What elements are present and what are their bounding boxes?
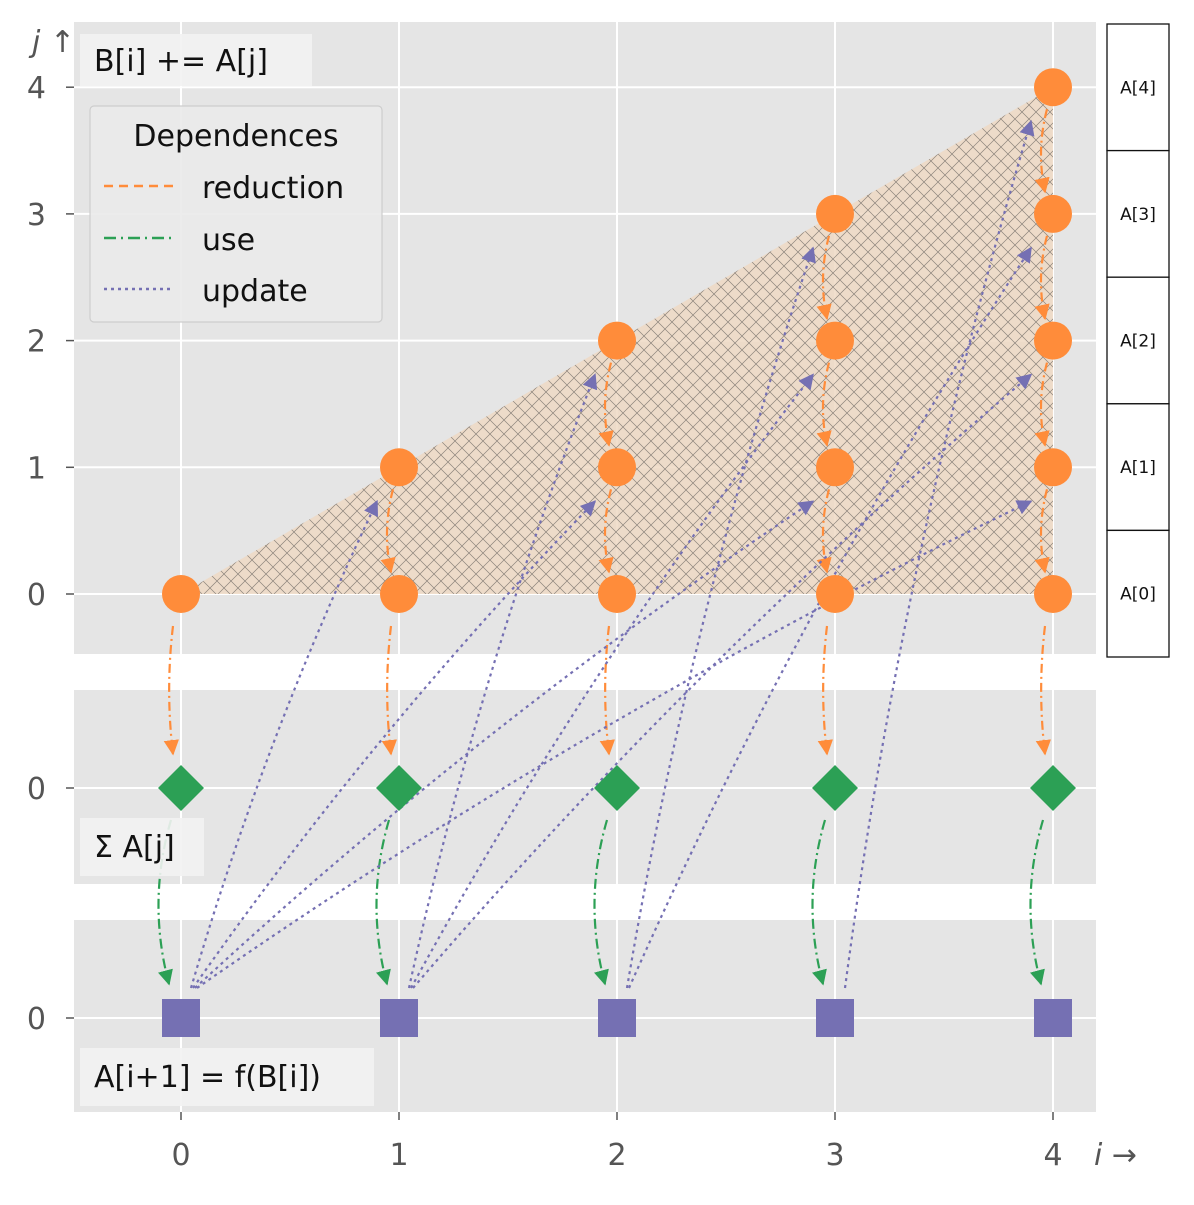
y-tick-label-top-1: 1 (27, 451, 46, 486)
reduction-point-4-4 (1034, 68, 1072, 107)
array-cell-0 (1106, 23, 1170, 152)
reduction-point-0-0 (162, 575, 200, 613)
reduction-point-1-1 (380, 448, 418, 487)
reduction-arrow-3-2 (816, 362, 832, 447)
y-tick-label-middle: 0 (27, 772, 46, 807)
y-tick-label-top-2: 2 (27, 325, 46, 360)
array-cell-label-3: A[1] (1120, 458, 1156, 478)
reduction-point-4-3 (1034, 194, 1072, 233)
reduction-point-2-1 (598, 448, 636, 487)
update-arrow-0-3 (194, 500, 815, 989)
array-cell-4 (1106, 529, 1170, 658)
array-cell-3 (1106, 403, 1170, 532)
reduction-arrow-1-1 (380, 489, 396, 574)
legend-label-reduction: reduction (202, 171, 344, 206)
top-panel-label-text: B[i] += A[j] (94, 44, 268, 79)
reduction-arrow-4-sum (1035, 625, 1051, 756)
top-panel-label: B[i] += A[j] (80, 34, 312, 86)
reduction-point-4-0 (1034, 575, 1072, 613)
reduction-point-2-0 (598, 575, 636, 613)
update-square-0 (162, 999, 200, 1037)
reduction-arrow-2-sum (599, 625, 615, 756)
reduction-arrow-4-1 (1034, 489, 1050, 574)
reduction-arrow-4-2 (1034, 362, 1050, 447)
reduction-arrow-3-sum (817, 625, 833, 756)
update-square-1 (380, 999, 418, 1037)
update-arrow-2-4 (627, 246, 1032, 989)
bottom-panel-label: A[i+1] = f(B[i]) (80, 1048, 374, 1106)
y-tick-label-bottom: 0 (27, 1002, 46, 1037)
middle-panel-label-text: Σ A[j] (94, 830, 175, 865)
dependence-arrows (157, 108, 1051, 989)
x-tick-label-1: 1 (389, 1138, 408, 1173)
use-arrow-1 (375, 819, 391, 986)
reduction-arrow-2-1 (598, 489, 614, 574)
array-cell-2 (1106, 276, 1170, 405)
axis-ticks: 0 1 2 3 4 0 1 2 3 4 0 0 (27, 71, 1063, 1173)
middle-panel-label: Σ A[j] (80, 818, 204, 876)
reduction-point-3-0 (816, 575, 854, 613)
use-arrow-4 (1029, 819, 1045, 986)
y-tick-label-top-0: 0 (27, 578, 46, 613)
reduction-point-3-3 (816, 194, 854, 233)
reduction-point-1-0 (380, 575, 418, 613)
reduction-point-4-2 (1034, 321, 1072, 360)
sum-diamond-2 (594, 765, 640, 811)
reduction-arrow-3-1 (816, 489, 832, 574)
legend-box (89, 105, 383, 323)
legend-title: Dependences (133, 119, 338, 154)
reduction-point-3-2 (816, 321, 854, 360)
array-cell-1 (1106, 149, 1170, 278)
array-cell-label-4: A[0] (1120, 585, 1156, 605)
reduction-arrow-4-4 (1034, 108, 1050, 194)
sum-diamond-4 (1030, 765, 1076, 811)
use-arrow-3 (811, 819, 827, 986)
legend-label-update: update (202, 274, 308, 309)
sum-diamond-3 (812, 765, 858, 811)
x-tick-label-0: 0 (171, 1138, 190, 1173)
update-square-4 (1034, 999, 1072, 1037)
reduction-point-4-1 (1034, 448, 1072, 487)
reduction-point-3-1 (816, 448, 854, 487)
reduction-point-2-2 (598, 321, 636, 360)
sum-diamond-1 (376, 765, 422, 811)
update-arrow-0-1 (189, 499, 378, 989)
x-axis-label: i → (1094, 1138, 1137, 1173)
x-tick-label-2: 2 (607, 1138, 626, 1173)
update-arrow-1-3 (410, 373, 814, 989)
update-arrow-1-4 (412, 373, 1033, 989)
sum-diamond-0 (158, 765, 204, 811)
use-arrow-0 (157, 819, 173, 986)
y-tick-label-top-3: 3 (27, 198, 46, 233)
x-tick-label-4: 4 (1043, 1138, 1062, 1173)
update-square-2 (598, 999, 636, 1037)
legend: Dependences reduction use update (89, 105, 383, 323)
reduction-arrow-0-sum (163, 625, 179, 756)
reduction-arrow-4-3 (1034, 235, 1050, 321)
bottom-panel-label-text: A[i+1] = f(B[i]) (94, 1060, 321, 1095)
reduction-arrow-3-3 (816, 235, 832, 321)
update-arrow-3-4 (843, 119, 1035, 989)
array-cell-label-0: A[4] (1120, 78, 1156, 98)
use-arrow-2 (593, 819, 609, 986)
update-arrow-0-2 (192, 500, 597, 989)
reduction-arrow-2-2 (598, 362, 614, 447)
update-square-3 (816, 999, 854, 1037)
x-tick-label-3: 3 (825, 1138, 844, 1173)
array-cell-label-2: A[2] (1120, 332, 1156, 352)
y-tick-label-top-4: 4 (27, 71, 46, 106)
update-arrow-0-4 (196, 500, 1033, 989)
reduction-arrow-1-sum (381, 625, 397, 756)
array-column: A[4] A[3] A[2] A[1] A[0] (1106, 23, 1170, 658)
array-cell-label-1: A[3] (1120, 205, 1156, 225)
statement-markers (158, 68, 1076, 1037)
legend-label-use: use (202, 223, 255, 258)
y-axis-label: j ↑ (28, 25, 75, 60)
